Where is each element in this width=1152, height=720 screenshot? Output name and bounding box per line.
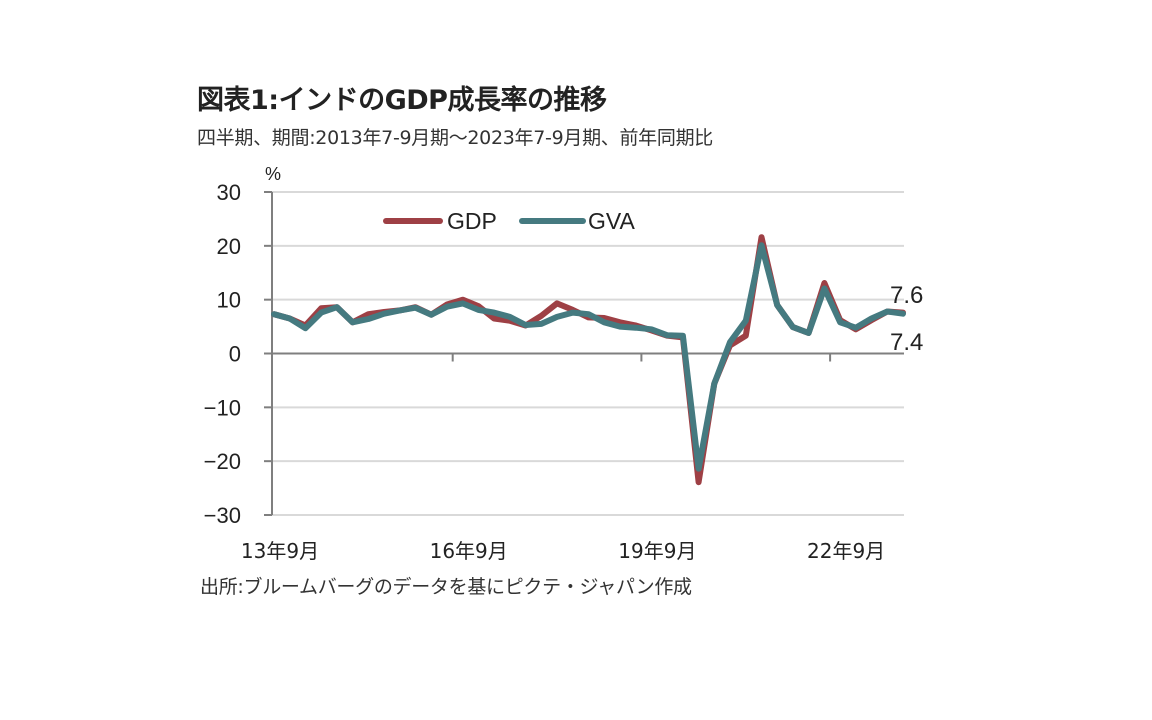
y-tick-label: −30 [204,503,241,528]
legend: GDP GVA [383,208,636,234]
y-tick-label: 20 [217,234,241,259]
gridlines [272,191,904,516]
end-labels: 7.6 7.4 [890,282,923,356]
y-tick-label: −10 [204,395,241,420]
series-lines [271,234,906,486]
chart-subtitle: 四半期、期間:2013年7-9月期～2023年7-9月期、前年同期比 [197,127,713,149]
series-line-gva [271,242,906,472]
y-tick-label: 10 [217,288,241,313]
y-unit-label: % [265,164,281,184]
y-tick-label: 0 [229,342,241,367]
x-tick-label: 16年9月 [430,539,508,563]
series-line-gdp [271,234,906,486]
end-label-gdp: 7.6 [890,282,923,309]
axes [264,191,904,516]
x-tick-label: 22年9月 [807,539,885,563]
source-note: 出所:ブルームバーグのデータを基にピクテ・ジャパン作成 [200,576,692,598]
end-label-gva: 7.4 [890,329,923,356]
x-tick-label: 19年9月 [618,539,696,563]
y-tick-label: −20 [204,449,241,474]
y-tick-labels: 30 20 10 0 −10 −20 −30 [204,180,241,528]
x-tick-label: 13年9月 [241,539,319,563]
legend-label-gva: GVA [588,208,636,234]
legend-label-gdp: GDP [447,208,497,234]
chart-title: 図表1:インドのGDP成長率の推移 [197,85,607,116]
x-tick-labels: 13年9月 16年9月 19年9月 22年9月 [241,539,885,563]
y-tick-label: 30 [217,180,241,205]
